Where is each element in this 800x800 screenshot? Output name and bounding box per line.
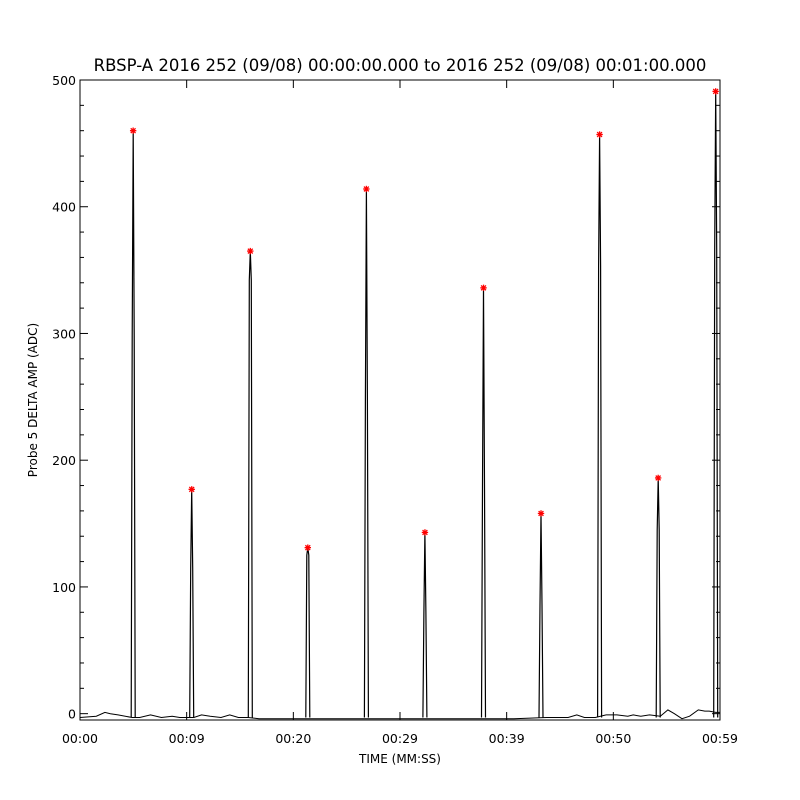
y-tick-label: 200 <box>52 453 76 468</box>
y-tick-label: 0 <box>68 707 76 722</box>
peak-trace-10 <box>655 477 661 718</box>
peak-trace-5 <box>363 188 369 718</box>
x-tick-label: 00:29 <box>382 731 418 746</box>
peak-marker-8 <box>537 510 545 517</box>
peak-marker-1 <box>129 127 137 134</box>
peak-marker-2 <box>188 486 195 493</box>
peak-marker-11 <box>712 88 719 95</box>
peak-trace-2 <box>189 489 195 718</box>
y-axis: 0 100 200 300 400 500 <box>52 73 720 722</box>
y-tick-label: 400 <box>52 200 76 215</box>
peak-markers <box>129 88 719 551</box>
peak-marker-5 <box>363 185 370 193</box>
y-tick-label: 500 <box>52 73 76 88</box>
baseline-trace <box>80 709 720 720</box>
peak-marker-4 <box>304 544 311 551</box>
x-axis-label: TIME (MM:SS) <box>358 752 441 766</box>
x-axis: 00:00 00:09 00:20 00:29 00:39 00:50 00:59 <box>62 80 738 746</box>
peak-trace-11 <box>713 91 719 718</box>
peak-marker-3 <box>247 247 254 255</box>
peak-trace-7 <box>480 287 487 718</box>
peak-marker-7 <box>480 284 487 292</box>
x-tick-label: 00:59 <box>702 731 738 746</box>
x-tick-label: 00:39 <box>489 731 525 746</box>
peak-trace-8 <box>538 513 544 718</box>
peak-marker-10 <box>654 474 662 482</box>
y-tick-label: 300 <box>52 326 76 341</box>
x-tick-label: 00:20 <box>275 731 311 746</box>
x-tick-label: 00:00 <box>62 731 98 746</box>
chart-title: RBSP-A 2016 252 (09/08) 00:00:00.000 to … <box>94 56 707 75</box>
peak-trace-4 <box>305 547 311 718</box>
y-axis-label: Probe 5 DELTA AMP (ADC) <box>26 323 40 477</box>
peak-trace-6 <box>422 532 428 718</box>
peak-trace-9 <box>597 134 603 718</box>
peak-marker-6 <box>421 529 429 536</box>
peak-trace-3 <box>247 251 253 718</box>
y-tick-label: 100 <box>52 580 76 595</box>
peak-trace-1 <box>130 130 136 718</box>
x-tick-label: 00:09 <box>169 731 205 746</box>
peak-marker-9 <box>596 131 603 138</box>
plot-traces <box>80 91 720 720</box>
plot-frame <box>79 79 721 721</box>
x-tick-label: 00:50 <box>595 731 631 746</box>
